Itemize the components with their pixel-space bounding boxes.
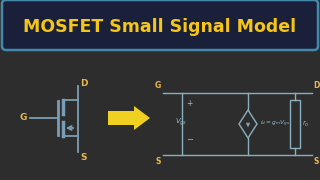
Text: S: S: [80, 153, 86, 162]
Text: +: +: [186, 98, 192, 107]
Text: $i_d = g_m V_{gs}$: $i_d = g_m V_{gs}$: [260, 119, 290, 129]
FancyBboxPatch shape: [2, 0, 318, 50]
Text: MOSFET Small Signal Model: MOSFET Small Signal Model: [23, 18, 297, 36]
Text: G: G: [155, 81, 161, 90]
Text: D: D: [313, 81, 319, 90]
Text: $r_o$: $r_o$: [302, 119, 310, 129]
Bar: [290, 100, 300, 148]
Text: −: −: [186, 136, 193, 145]
Text: $V_{gs}$: $V_{gs}$: [175, 116, 187, 128]
Text: S: S: [313, 157, 318, 166]
Polygon shape: [108, 106, 150, 130]
Text: S: S: [156, 157, 161, 166]
Text: D: D: [80, 80, 87, 89]
Text: G: G: [20, 114, 27, 123]
